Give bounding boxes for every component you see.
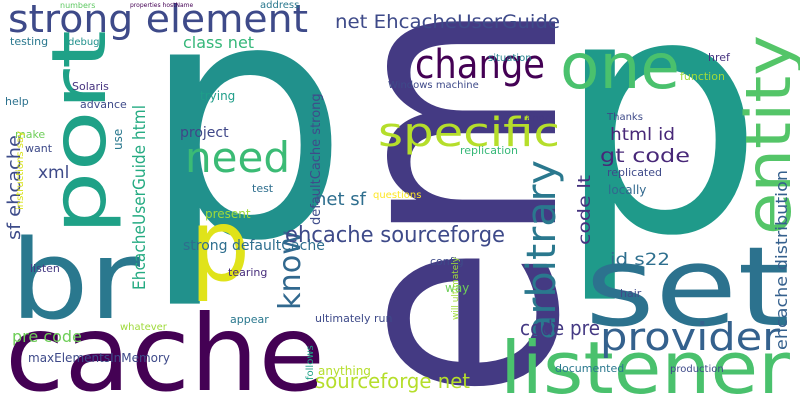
word: range	[522, 113, 551, 124]
word: sourceforge net	[315, 369, 470, 393]
word: locally	[608, 183, 646, 197]
word: know	[273, 230, 308, 310]
word: function	[680, 70, 725, 83]
word: debug	[68, 37, 100, 48]
word: change	[415, 42, 545, 88]
word: make	[15, 128, 45, 141]
word: pre code	[12, 327, 82, 346]
word: production	[670, 364, 724, 375]
word: config	[430, 255, 464, 268]
word: p	[190, 187, 250, 304]
word: net sf	[315, 189, 367, 210]
word: one	[560, 30, 680, 103]
word: documented	[555, 362, 624, 375]
word: listen	[30, 262, 60, 275]
word: use	[111, 129, 125, 150]
word: test	[252, 182, 274, 195]
word: strong element	[8, 0, 308, 41]
word: p	[140, 0, 349, 313]
word: appear	[230, 313, 269, 326]
word: id s22	[610, 250, 670, 270]
word: questions	[373, 190, 421, 201]
word: defaultCache strong	[309, 93, 324, 225]
word: class net	[183, 33, 254, 52]
word: properties hostName	[130, 2, 193, 9]
word: code lt	[575, 175, 595, 245]
word: href	[708, 51, 731, 64]
word: xml	[38, 163, 69, 183]
word: situation	[488, 53, 532, 64]
word: project	[180, 125, 229, 141]
word: need	[185, 133, 290, 182]
word: provider	[600, 315, 780, 359]
word: whatever	[120, 322, 168, 333]
word: strong defaultCache	[183, 238, 325, 254]
word: testing	[10, 35, 48, 48]
word: Solaris	[72, 80, 109, 93]
word: present	[205, 207, 251, 221]
word: trying	[200, 89, 235, 103]
word: em	[277, 0, 626, 400]
word: entity	[732, 35, 800, 235]
word: set	[585, 223, 790, 351]
word: arbitrary	[519, 160, 565, 340]
word: listener	[500, 326, 790, 400]
word: replicated	[607, 166, 662, 179]
word: specific	[378, 110, 560, 156]
word: br	[10, 216, 141, 344]
word: gt code	[600, 145, 690, 167]
word: ultimately run	[315, 312, 392, 325]
word: p	[555, 0, 764, 308]
word: numbers	[60, 1, 95, 10]
word: replication	[460, 144, 518, 157]
word: will ultimately	[451, 256, 461, 320]
word: port	[35, 30, 123, 235]
word: cache	[5, 293, 325, 400]
word: code pre	[520, 316, 600, 340]
word: Windows machine	[388, 80, 479, 91]
word: follows	[305, 345, 316, 380]
word: way	[445, 281, 469, 295]
word: address	[260, 0, 299, 11]
word: ehcache sourceforge	[285, 223, 505, 248]
word: html id	[610, 125, 675, 145]
word: hair	[620, 287, 642, 300]
word: Thanks	[606, 112, 643, 123]
word: want	[25, 142, 53, 155]
word: instructions say	[15, 131, 26, 210]
word: advance	[80, 98, 127, 111]
word: maxElementsInMemory	[28, 351, 170, 365]
word: net EhcacheUserGuide	[335, 11, 560, 33]
word: ehcache distribution	[772, 170, 791, 350]
word: anything	[318, 364, 371, 378]
word: EhcacheUserGuide html	[130, 105, 150, 290]
word: sf ehcache	[4, 135, 25, 240]
word: help	[5, 95, 29, 108]
word: tearing	[228, 266, 267, 279]
